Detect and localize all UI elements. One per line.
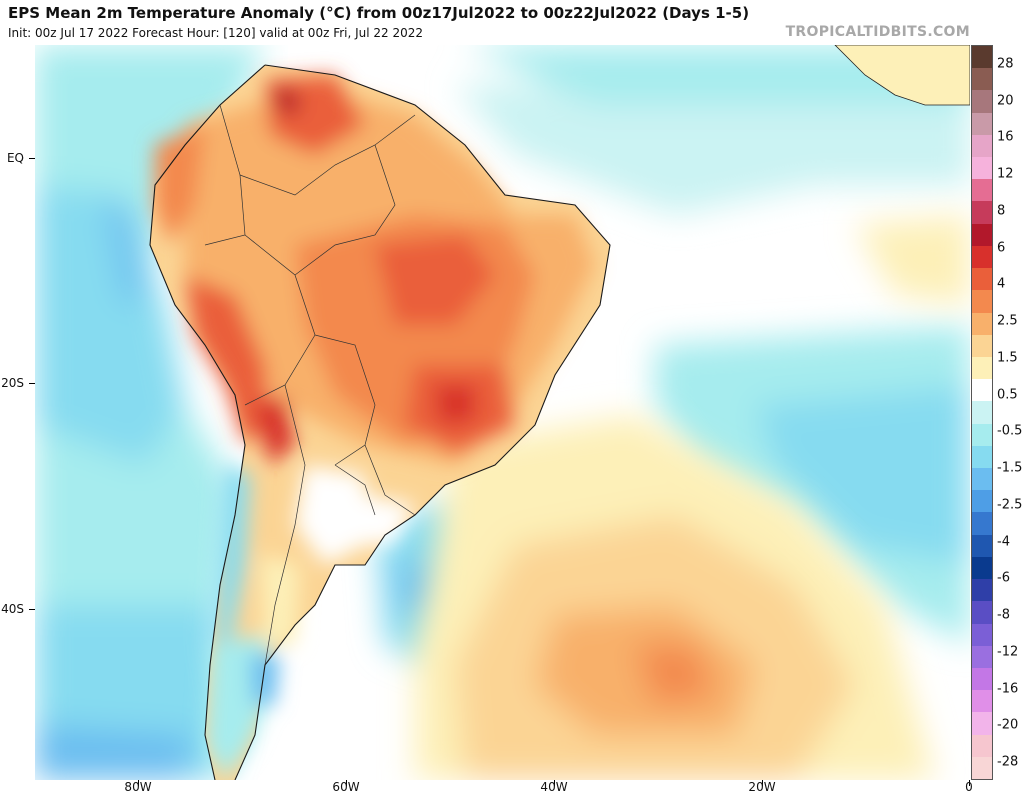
colorbar-swatch [972, 90, 992, 114]
colorbar-swatch [972, 579, 992, 602]
colorbar-swatch [972, 379, 992, 402]
colorbar-swatch [972, 734, 992, 758]
colorbar-swatch [972, 490, 992, 513]
colorbar-swatch [972, 134, 992, 158]
lat-label-eq: EQ [6, 151, 24, 165]
colorbar-swatch [972, 201, 992, 225]
colorbar-swatch [972, 290, 992, 314]
anomaly-map-graphic [35, 45, 970, 780]
lat-label-20s: 20S [1, 376, 24, 390]
lon-tick-80w [138, 780, 139, 786]
colorbar-swatch [972, 46, 992, 69]
colorbar-label: -0.5 [997, 423, 1023, 439]
colorbar-swatch [972, 712, 992, 736]
lon-tick-20w [762, 780, 763, 786]
colorbar-swatch [972, 623, 992, 647]
lon-label-20w: 20W [748, 780, 776, 794]
colorbar [971, 45, 993, 780]
colorbar-swatch [972, 223, 992, 247]
colorbar-swatch [972, 112, 992, 136]
colorbar-swatch [972, 445, 992, 469]
anomaly-map [35, 45, 970, 780]
colorbar-swatch [972, 312, 992, 336]
colorbar-swatch [972, 423, 992, 447]
colorbar-swatch [972, 512, 992, 536]
colorbar-label: -28 [997, 754, 1019, 770]
lat-tick-40s [29, 609, 35, 610]
lon-label-60w: 60W [332, 780, 360, 794]
colorbar-swatch [972, 690, 992, 713]
colorbar-label: 12 [997, 166, 1014, 182]
colorbar-swatch [972, 667, 992, 691]
colorbar-swatch [972, 268, 992, 291]
lat-tick-eq [29, 158, 35, 159]
lat-tick-20s [29, 383, 35, 384]
lon-label-40w: 40W [540, 780, 568, 794]
colorbar-swatch [972, 245, 992, 269]
lon-label-0: 0 [965, 780, 973, 794]
colorbar-swatch [972, 534, 992, 558]
colorbar-label: 2.5 [997, 313, 1018, 329]
colorbar-swatch [972, 645, 992, 669]
colorbar-label: 6 [997, 240, 1006, 256]
colorbar-label: -16 [997, 681, 1019, 697]
country-borders [204, 104, 416, 666]
lon-tick-60w [346, 780, 347, 786]
colorbar-label: -4 [997, 534, 1010, 550]
lat-label-40s: 40S [1, 602, 24, 616]
lon-tick-0 [969, 780, 970, 786]
colorbar-swatch [972, 334, 992, 358]
colorbar-label: 20 [997, 93, 1014, 109]
colorbar-label: -6 [997, 570, 1010, 586]
colorbar-swatch [972, 601, 992, 624]
pacific-cool-anomaly [35, 45, 265, 780]
lon-label-80w: 80W [124, 780, 152, 794]
colorbar-swatch [972, 401, 992, 425]
coastline [149, 64, 611, 780]
colorbar-swatch [972, 68, 992, 91]
colorbar-label: 4 [997, 276, 1006, 292]
map-subtitle: Init: 00z Jul 17 2022 Forecast Hour: [12… [8, 26, 424, 40]
colorbar-swatch [972, 356, 992, 380]
map-title: EPS Mean 2m Temperature Anomaly (°C) fro… [8, 4, 750, 22]
colorbar-label: -8 [997, 607, 1010, 623]
south-atlantic-warm-anomaly [415, 215, 970, 780]
colorbar-swatch [972, 468, 992, 491]
land-warm-anomaly [155, 75, 595, 780]
colorbar-label: -1.5 [997, 460, 1023, 476]
lon-tick-40w [554, 780, 555, 786]
watermark: TROPICALTIDBITS.COM [785, 24, 970, 40]
africa-land [834, 45, 970, 106]
colorbar-label: 8 [997, 203, 1006, 219]
colorbar-label: 28 [997, 56, 1014, 72]
colorbar-label: -20 [997, 717, 1019, 733]
colorbar-swatch [972, 556, 992, 580]
colorbar-label: 16 [997, 129, 1014, 145]
colorbar-label: -12 [997, 644, 1019, 660]
colorbar-swatch [972, 157, 992, 180]
colorbar-swatch [972, 179, 992, 202]
colorbar-label: 0.5 [997, 387, 1018, 403]
colorbar-swatch [972, 756, 992, 780]
colorbar-label: -2.5 [997, 497, 1023, 513]
colorbar-label: 1.5 [997, 350, 1018, 366]
